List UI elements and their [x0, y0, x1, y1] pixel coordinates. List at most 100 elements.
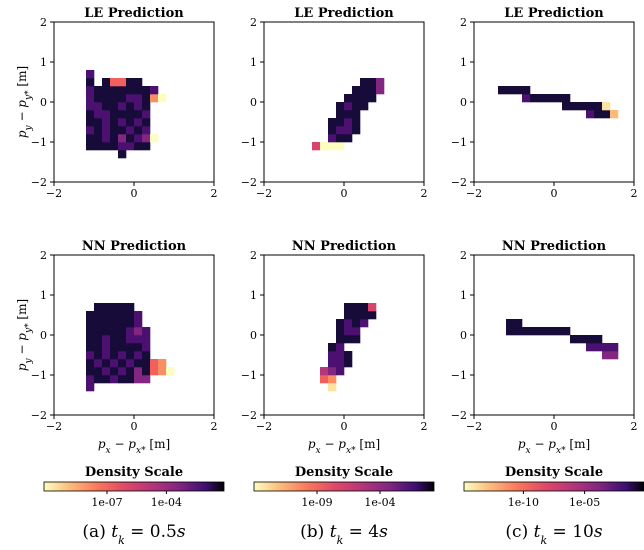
heatmap-cell [142, 142, 151, 151]
caption-0: (a) tk = 0.5s [82, 522, 185, 547]
x-tick-label: 0 [131, 187, 138, 200]
panel-title: NN Prediction [292, 239, 397, 254]
heatmap-cell [514, 86, 523, 95]
heatmap-cell [102, 343, 111, 352]
heatmap-cell [142, 351, 151, 360]
heatmap-cell [134, 359, 143, 368]
y-tick-label: 1 [40, 289, 47, 302]
heatmap-cell [86, 134, 95, 143]
heatmap-cell [118, 118, 127, 127]
heatmap-cell [142, 375, 151, 384]
y-tick-label: −1 [241, 136, 257, 149]
y-tick-label: 0 [460, 96, 467, 109]
heatmap-cell [360, 311, 369, 320]
heatmap-cell [102, 327, 111, 336]
heatmap-cell [94, 94, 103, 103]
x-tick-label: −2 [256, 420, 272, 433]
y-tick-label: −1 [241, 369, 257, 382]
y-tick-label: −1 [31, 136, 47, 149]
heatmap-cell [102, 134, 111, 143]
heatmap-cell [86, 335, 95, 344]
heatmap-cell [94, 142, 103, 151]
heatmap-cell [538, 327, 547, 336]
colorbar-title: Density Scale [505, 465, 603, 480]
heatmap-cell [118, 359, 127, 368]
heatmap-cell [522, 86, 531, 95]
heatmap-cell [328, 367, 337, 376]
heatmap-cell [344, 126, 353, 135]
heatmap-cell [336, 351, 345, 360]
heatmap-cell [126, 86, 135, 95]
heatmap-cell [86, 367, 95, 376]
heatmap-cell [570, 102, 579, 111]
heatmap-cell [368, 94, 377, 103]
colorbar-title: Density Scale [85, 465, 183, 480]
heatmap-cell [142, 359, 151, 368]
colorbar-tick-label: 1e-09 [301, 496, 332, 509]
y-axis-label: py − py* [m] [15, 299, 34, 371]
heatmap-cell [368, 303, 377, 312]
heatmap-cell [102, 142, 111, 151]
y-tick-label: 1 [250, 56, 257, 69]
heatmap-cell [110, 335, 119, 344]
heatmap-cell [118, 367, 127, 376]
y-tick-label: 1 [460, 289, 467, 302]
heatmap-cell [320, 142, 329, 151]
heatmap-cell [594, 343, 603, 352]
heatmap-cell [126, 359, 135, 368]
y-tick-label: −2 [31, 176, 47, 189]
heatmap-cell [166, 367, 175, 376]
heatmap-cell [102, 118, 111, 127]
heatmap-cell [118, 110, 127, 119]
heatmap-cell [368, 311, 377, 320]
heatmap-cell [360, 94, 369, 103]
y-tick-label: −1 [31, 369, 47, 382]
heatmap-cell [336, 343, 345, 352]
y-tick-label: 2 [40, 249, 47, 262]
heatmap-cell [360, 319, 369, 328]
heatmap-cell [110, 311, 119, 320]
heatmap-cell [126, 311, 135, 320]
heatmap-cell [498, 86, 507, 95]
heatmap-cell [134, 102, 143, 111]
heatmap-cell [118, 351, 127, 360]
colorbar-title: Density Scale [295, 465, 393, 480]
heatmap-cell [578, 102, 587, 111]
x-tick-label: 0 [551, 187, 558, 200]
heatmap-cell [94, 359, 103, 368]
heatmap-cell [110, 375, 119, 384]
heatmap-cell [586, 335, 595, 344]
captions-layer: (a) tk = 0.5s (b) tk = 4s (c) tk = 10s [82, 522, 602, 547]
heatmap-cell [336, 134, 345, 143]
heatmap-cell [94, 118, 103, 127]
heatmap-cell [344, 134, 353, 143]
y-tick-label: −2 [451, 176, 467, 189]
heatmap-cell [118, 102, 127, 111]
heatmap-cell [118, 327, 127, 336]
heatmap-cell [328, 134, 337, 143]
heatmap-cell [118, 303, 127, 312]
y-tick-label: −2 [451, 409, 467, 422]
heatmap-cell [336, 118, 345, 127]
heatmap-cell [142, 102, 151, 111]
x-tick-label: 2 [631, 187, 638, 200]
heatmap-cell [102, 319, 111, 328]
y-tick-label: −1 [451, 369, 467, 382]
y-tick-label: 2 [460, 249, 467, 262]
heatmap-cell [86, 126, 95, 135]
heatmap-cell [94, 134, 103, 143]
heatmap-cell [506, 86, 515, 95]
x-tick-label: −2 [46, 420, 62, 433]
heatmap-cell [142, 335, 151, 344]
heatmap-cell [150, 94, 159, 103]
heatmap-cell [352, 102, 361, 111]
heatmap-cell [134, 134, 143, 143]
heatmap-cell [126, 319, 135, 328]
heatmap-cell [94, 311, 103, 320]
heatmap-cell [118, 150, 127, 159]
x-tick-label: 0 [341, 187, 348, 200]
heatmap-cell [110, 351, 119, 360]
caption-2: (c) tk = 10s [505, 522, 602, 547]
heatmap-cell [344, 351, 353, 360]
heatmap-cell [118, 78, 127, 87]
